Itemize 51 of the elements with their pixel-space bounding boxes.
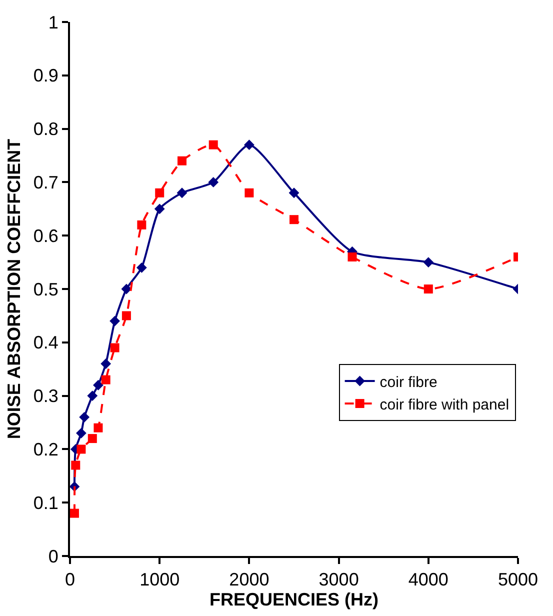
point — [178, 156, 186, 166]
y-tick-label: 0.2 — [33, 440, 58, 460]
x-tick-label: 5000 — [498, 570, 538, 590]
y-tick-label: 0.4 — [33, 332, 58, 353]
point — [70, 508, 79, 518]
point — [208, 177, 219, 188]
point — [423, 257, 434, 268]
point — [110, 343, 120, 352]
y-tick-label: 0 — [48, 546, 58, 566]
point — [100, 358, 112, 369]
y-tick-label: 0.6 — [33, 226, 58, 246]
point — [94, 423, 103, 432]
point — [87, 390, 98, 401]
x-tick-label: 3000 — [318, 570, 359, 590]
point — [290, 215, 298, 224]
x-axis-title: FREQUENCIES (Hz) — [209, 590, 379, 610]
point — [76, 428, 86, 438]
point — [348, 252, 357, 262]
point — [101, 375, 110, 384]
y-tick-label: 0.9 — [33, 66, 58, 86]
point — [288, 188, 300, 198]
y-tick-label: 0.7 — [33, 172, 58, 192]
point — [79, 412, 90, 422]
y-tick-label: 1 — [48, 12, 58, 32]
point — [155, 188, 164, 198]
point — [93, 380, 104, 390]
point — [176, 188, 188, 198]
x-tick-label: 2000 — [229, 570, 270, 590]
point — [244, 188, 254, 198]
y-tick-label: 0.8 — [33, 119, 58, 140]
y-tick-label: 0.5 — [33, 279, 58, 300]
x-tick-label: 4000 — [408, 570, 448, 590]
x-tick-label: 0 — [64, 570, 76, 590]
point — [154, 204, 165, 214]
legend-label: coir fibre with panel — [380, 396, 510, 414]
y-tick-label: 0.1 — [33, 492, 58, 513]
point — [137, 220, 146, 230]
point — [136, 262, 147, 273]
y-tick-label: 0.3 — [33, 386, 58, 406]
y-axis-title: NOISE ABSORPTION COEFFCIENT — [4, 138, 24, 440]
point — [244, 140, 254, 150]
legend-label: coir fibre — [380, 374, 438, 391]
point — [76, 444, 86, 454]
point — [424, 284, 433, 294]
point — [88, 434, 97, 444]
point — [208, 140, 218, 150]
point — [121, 284, 132, 294]
point — [122, 311, 131, 320]
point — [110, 316, 120, 326]
point — [71, 460, 80, 470]
x-tick-label: 1000 — [140, 570, 180, 590]
